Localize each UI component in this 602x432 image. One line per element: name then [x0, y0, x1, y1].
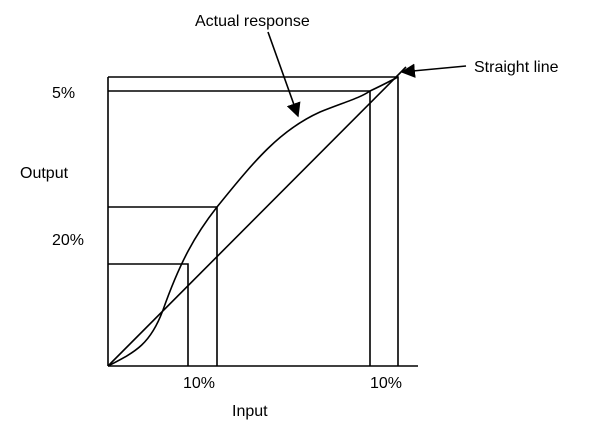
response-curve [107, 76, 399, 367]
x-mark: 10% [183, 375, 215, 392]
label: Actual response [195, 13, 310, 30]
straight-line [107, 66, 407, 367]
arrow [400, 63, 467, 78]
y-mark: 20% [52, 232, 84, 249]
arrow [267, 31, 301, 118]
y-mark: 5% [52, 85, 75, 102]
label: Straight line [474, 59, 559, 76]
axis-label: Input [232, 403, 268, 420]
axis-label: Output [20, 165, 69, 182]
x-mark: 10% [370, 375, 402, 392]
